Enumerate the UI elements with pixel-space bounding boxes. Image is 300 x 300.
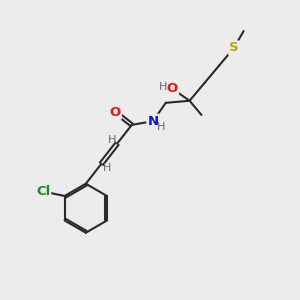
Text: O: O <box>167 82 178 95</box>
Text: H: H <box>157 122 166 132</box>
Text: Cl: Cl <box>36 185 50 198</box>
Text: O: O <box>110 106 121 118</box>
Text: H: H <box>108 135 116 145</box>
Text: N: N <box>147 115 158 128</box>
Text: S: S <box>229 41 239 54</box>
Text: H: H <box>159 82 168 92</box>
Text: H: H <box>102 163 111 173</box>
